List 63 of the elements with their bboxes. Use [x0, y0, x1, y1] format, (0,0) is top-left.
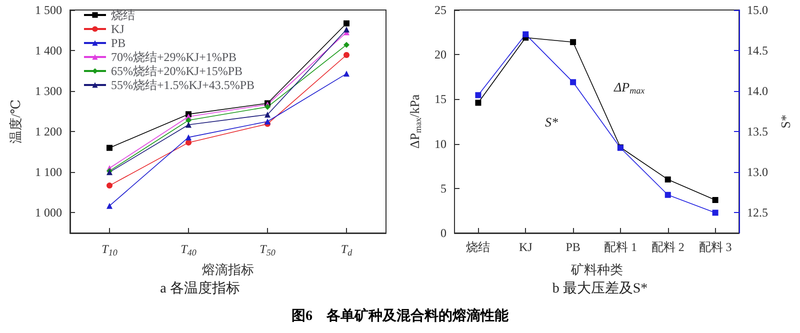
legend-label: 55%烧结+1.5%KJ+43.5%PB [111, 78, 255, 92]
y2-tick-label: 14.0 [747, 84, 768, 98]
caption: 图6 各单矿种及混合料的熔滴性能 [290, 306, 510, 326]
point [344, 20, 350, 26]
point [106, 202, 112, 209]
y-tick-label: 1 000 [35, 206, 62, 220]
y-tick-label: 20 [434, 48, 446, 62]
y-tick-label: 0 [440, 226, 446, 240]
point [264, 104, 270, 110]
x-tick-label: 配料 2 [651, 240, 684, 254]
y2-tick-label: 15.0 [747, 3, 768, 17]
x-tick-label: KJ [518, 240, 533, 254]
y-tick-label: 10 [434, 136, 446, 151]
y-axis-title: 温度/℃ [8, 99, 23, 144]
y-tick-label: 15 [434, 92, 446, 106]
point [522, 31, 529, 38]
point [186, 140, 192, 146]
y-tick-label: 1 400 [35, 44, 62, 58]
x-tick-label: 配料 3 [698, 240, 732, 254]
y-tick-label: 25 [434, 3, 446, 17]
legend-label: 65%烧结+20%KJ+15%PB [111, 64, 243, 78]
point [264, 112, 270, 118]
x-axis-title: 熔滴指标 [202, 262, 254, 277]
x-tick-label: PB [566, 240, 580, 254]
y-tick-label: 1 200 [35, 124, 62, 139]
y-tick-label: 1 300 [35, 84, 62, 98]
point [712, 210, 718, 216]
point [475, 92, 482, 98]
point [186, 134, 192, 140]
point [570, 79, 576, 86]
legend-label: KJ [111, 22, 125, 36]
y-tick-label: 1 500 [35, 3, 62, 17]
y2-tick-label: 13.5 [747, 124, 768, 139]
point [664, 192, 671, 198]
y2-tick-label: 12.5 [747, 206, 768, 220]
point [344, 42, 350, 48]
point [344, 70, 350, 77]
y2-axis-title: S* [778, 114, 793, 128]
text: S* [545, 114, 559, 130]
point [712, 196, 718, 203]
point [570, 39, 576, 46]
text: a 各温度指标 [160, 280, 240, 296]
point [664, 176, 671, 182]
x-axis-title: 矿料种类 [570, 262, 623, 277]
point [264, 118, 270, 124]
point [186, 117, 192, 124]
legend-label: PB [111, 36, 126, 50]
point [106, 144, 112, 151]
y-tick-label: 1 100 [35, 165, 62, 180]
legend-label: 烧结 [111, 8, 135, 22]
legend-label: 70%烧结+29%KJ+1%PB [111, 50, 237, 64]
point [106, 182, 112, 189]
point [344, 52, 350, 58]
point [475, 100, 482, 106]
y-axis-title: ΔPmax/kPa [407, 94, 423, 149]
y-tick-label: 5 [440, 181, 446, 196]
x-tick-label: 配料 1 [604, 240, 637, 254]
x-tick-label: 烧结 [466, 240, 490, 254]
point [186, 122, 192, 128]
text: b 最大压差及S* [552, 280, 648, 296]
point [344, 26, 350, 32]
y2-tick-label: 13.0 [747, 165, 768, 180]
y2-tick-label: 14.5 [747, 44, 768, 58]
